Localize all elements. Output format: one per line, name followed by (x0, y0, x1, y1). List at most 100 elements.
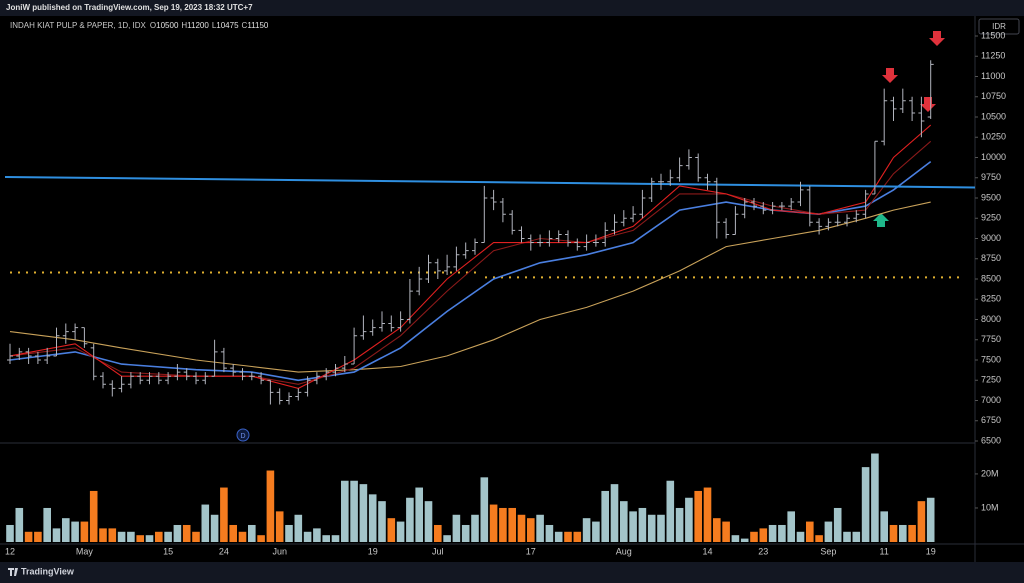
moving-average (9, 201, 931, 373)
y-tick-label: 11500 (981, 30, 1005, 40)
volume-tick-label: 10M (981, 502, 999, 512)
volume-bar (880, 511, 888, 542)
ohlc-bar (183, 368, 190, 381)
y-tick-label: 10250 (981, 132, 1006, 142)
ohlc-bar (239, 368, 246, 381)
volume-bar (647, 514, 656, 542)
ohlc-bar (351, 327, 358, 365)
x-tick-label: Jul (432, 546, 444, 556)
volume-bar (815, 535, 823, 542)
ohlc-bar (695, 153, 702, 182)
ohlc-bar (267, 379, 274, 405)
ohlc-bar (546, 230, 553, 247)
volume-bar (155, 531, 163, 542)
ohlc-bar (193, 372, 199, 385)
ohlc-bar (797, 181, 804, 207)
volume-bar (638, 507, 647, 542)
volume-bar (24, 531, 33, 542)
volume-bar (917, 501, 926, 542)
ohlc-bar (769, 202, 776, 215)
ohlc-bar (685, 149, 692, 170)
y-tick-label: 8000 (981, 314, 1001, 324)
sell-arrow (920, 97, 936, 112)
ohlc-bar (7, 343, 13, 365)
volume-bar (331, 535, 340, 542)
ohlc-bar (648, 177, 655, 203)
y-tick-label: 9750 (981, 172, 1001, 182)
volume-bar (508, 507, 516, 542)
volume-bar (666, 480, 675, 542)
ohlc-bar (34, 351, 41, 365)
volume-bar (582, 518, 591, 542)
currency[interactable]: IDR (992, 22, 1006, 31)
volume-bar (778, 524, 786, 542)
volume-bar (266, 470, 275, 542)
volume-bar (564, 531, 572, 542)
buy-arrow (873, 213, 889, 227)
ohlc-bar (871, 140, 878, 195)
legend-value: 10500 (156, 21, 179, 30)
ohlc-bar (918, 96, 925, 138)
volume-bar (824, 521, 833, 542)
volume-bar (34, 531, 42, 542)
volume-bar (545, 524, 554, 542)
volume-bar (62, 518, 70, 542)
ohlc-bar (109, 380, 116, 397)
volume-bar (675, 507, 684, 542)
currency-button[interactable] (978, 18, 1020, 35)
volume-bar (703, 487, 712, 542)
volume-bar (173, 524, 182, 542)
y-tick-label: 10500 (981, 111, 1006, 121)
volume-bar (908, 524, 916, 542)
brand-name: TradingView (21, 566, 75, 576)
ohlc-bar (118, 376, 125, 393)
ohlc-bar (806, 185, 813, 227)
volume-bar (313, 528, 321, 542)
ohlc-bar (620, 210, 627, 227)
volume-bar (257, 535, 265, 542)
volume-bar (378, 501, 386, 542)
ohlc-bar (16, 347, 23, 360)
legend-label: O (150, 21, 156, 30)
volume-bar (117, 531, 126, 542)
y-tick-label: 10750 (981, 91, 1006, 101)
ohlc-bar (490, 189, 497, 211)
ohlc-bar (304, 376, 311, 397)
ohlc-bar (397, 311, 404, 332)
ohlc-bar (834, 214, 841, 227)
ohlc-bar (81, 327, 88, 348)
ohlc-bar (499, 198, 506, 223)
volume-bar (499, 507, 507, 542)
ohlc-bar (611, 214, 618, 235)
ohlc-bar (453, 246, 460, 271)
volume-bar (452, 514, 461, 542)
dividend-label[interactable]: D (240, 433, 245, 440)
y-tick-label: 6500 (981, 435, 1001, 445)
dividend-badge[interactable] (236, 428, 250, 442)
brand: TradingView (8, 566, 75, 576)
ohlc-bar (258, 372, 265, 385)
ohlc-bar (406, 279, 413, 324)
volume-bar (601, 490, 609, 542)
chart-legend: INDAH KIAT PULP & PAPER, 1D, IDX O10500 H1… (10, 21, 269, 30)
sell-arrow (929, 31, 945, 46)
y-tick-label: 9250 (981, 213, 1001, 223)
volume-bar (629, 511, 637, 542)
volume-bar (899, 524, 907, 542)
ohlc-bar (574, 238, 581, 251)
ohlc-bar (286, 392, 292, 405)
ohlc-bar (527, 234, 534, 251)
legend-label: L (212, 21, 217, 30)
x-tick-label: 14 (702, 546, 712, 556)
volume-bar (136, 535, 144, 542)
x-tick-label: 17 (526, 546, 536, 556)
ohlc-bar (127, 372, 134, 389)
volume-bar (759, 528, 768, 542)
volume-bar (926, 497, 935, 542)
x-tick-label: 24 (219, 546, 229, 556)
trendline (4, 175, 976, 189)
y-tick-label: 9000 (981, 233, 1001, 243)
x-tick-label: May (76, 546, 94, 556)
x-tick-label: 11 (880, 546, 889, 556)
